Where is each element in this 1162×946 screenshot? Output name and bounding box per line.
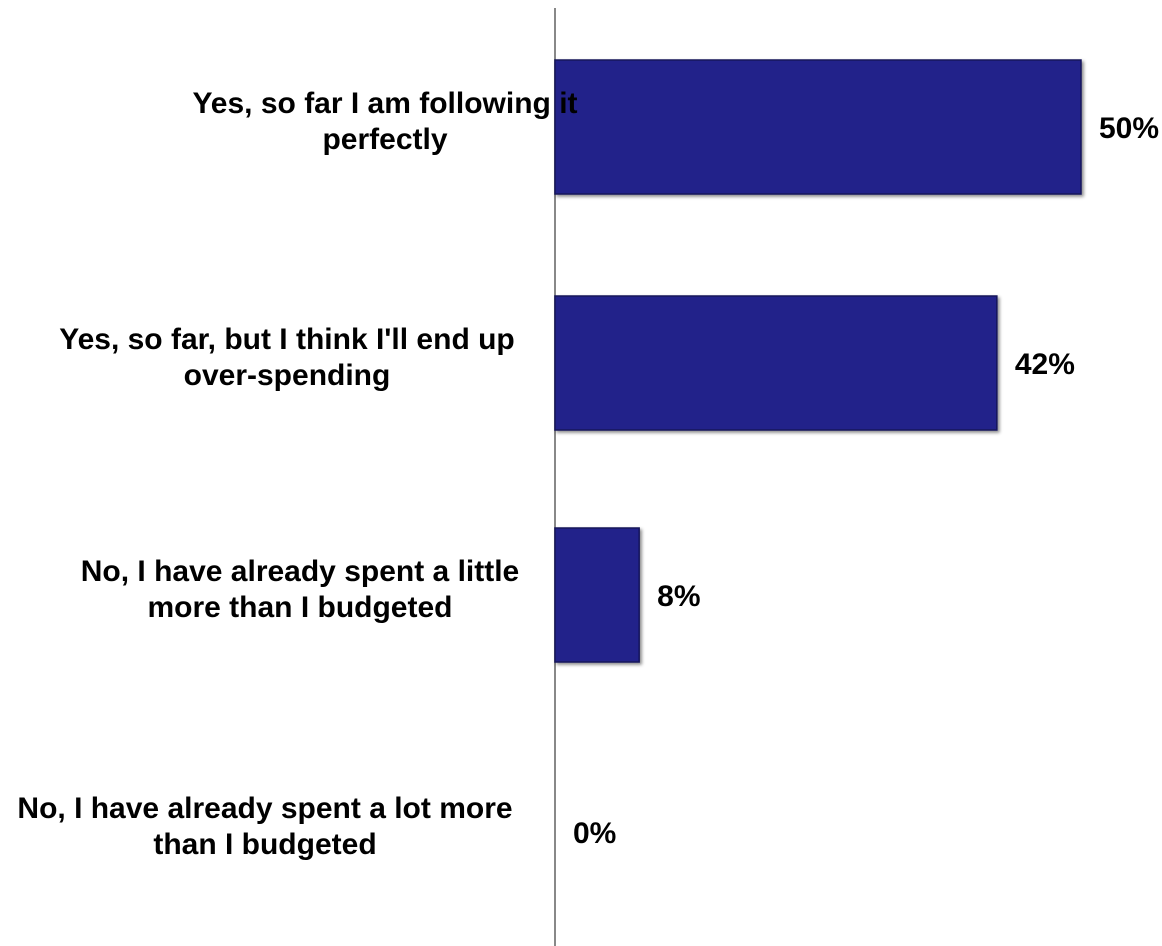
data-label-1: 50% xyxy=(1099,112,1159,145)
category-label-2: Yes, so far, but I think I'll end up over… xyxy=(59,323,515,392)
category-label-3: No, I have already spent a little more th… xyxy=(81,555,520,624)
bar-1 xyxy=(554,59,1082,195)
bars xyxy=(554,59,1082,663)
category-labels: Yes, so far I am following it perfectly Ye… xyxy=(17,87,577,861)
data-labels: 50% 42% 8% 0% xyxy=(573,112,1159,850)
data-label-2: 42% xyxy=(1015,348,1075,381)
bar-2 xyxy=(554,295,998,431)
bar-3 xyxy=(554,527,640,663)
data-label-4: 0% xyxy=(573,817,616,850)
data-label-3: 8% xyxy=(657,580,700,613)
category-label-4: No, I have already spent a lot more than … xyxy=(17,792,512,861)
category-label-1: Yes, so far I am following it perfectly xyxy=(192,87,577,156)
